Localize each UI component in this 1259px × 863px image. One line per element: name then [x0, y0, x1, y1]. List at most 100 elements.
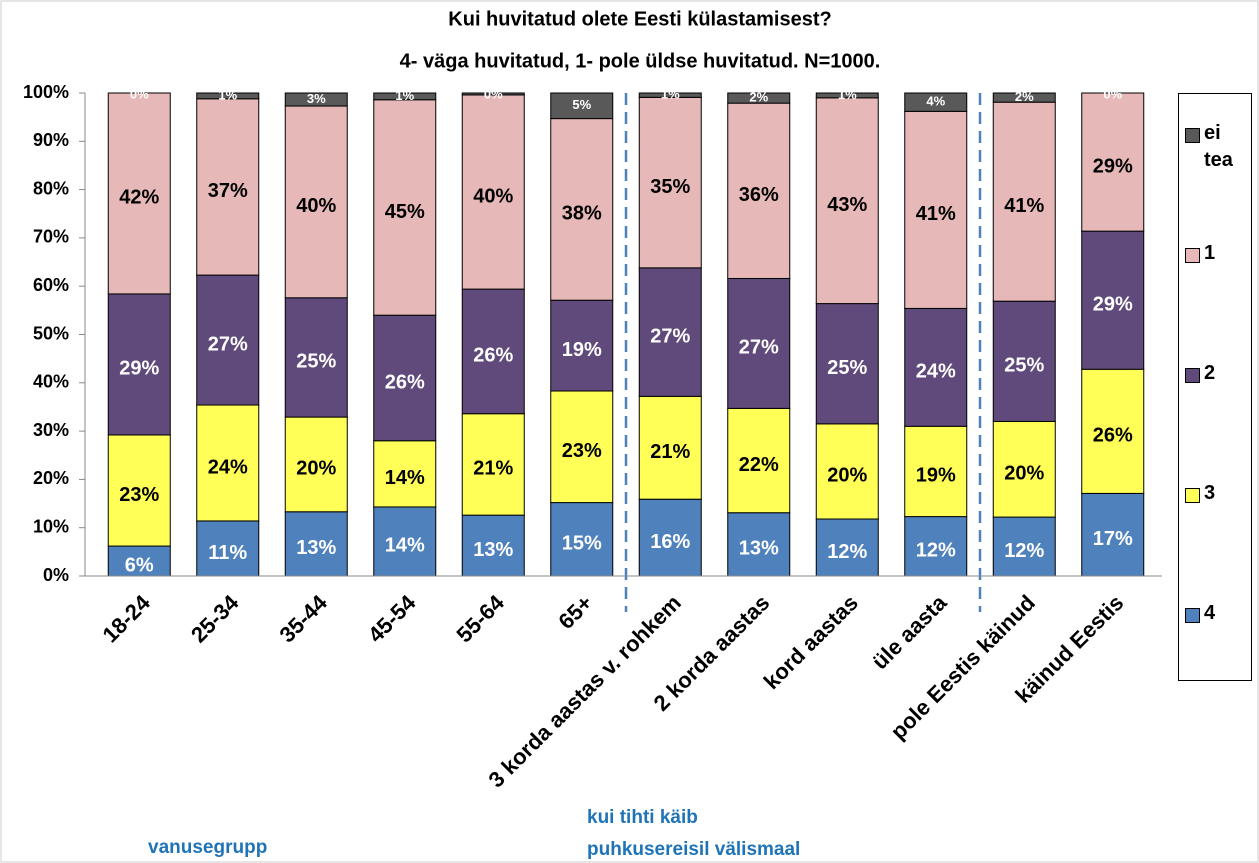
data-label: 20% [1004, 463, 1044, 485]
data-label: 29% [119, 358, 159, 380]
data-label: 1% [838, 87, 857, 102]
bar-segment [550, 92, 614, 120]
data-label: 27% [208, 333, 248, 355]
bar-segment [727, 407, 791, 514]
y-tick-label: 30% [33, 420, 69, 440]
legend-swatch [1185, 368, 1200, 383]
data-label: 2% [1015, 89, 1034, 104]
data-label: 15% [562, 533, 602, 555]
bar-segment [284, 105, 348, 299]
data-label: 25% [296, 351, 336, 373]
data-label: 40% [296, 195, 336, 217]
legend-label: ei tea [1204, 122, 1233, 171]
bar-segment [550, 502, 614, 577]
data-label: 27% [739, 337, 779, 359]
bar-segment [284, 92, 348, 107]
data-label: 43% [827, 194, 867, 216]
bar-segment [638, 92, 702, 98]
bar-segment [815, 303, 879, 425]
y-tick-label: 60% [33, 275, 69, 295]
data-label: 41% [916, 203, 956, 225]
data-label: 20% [296, 458, 336, 480]
data-label: 13% [296, 537, 336, 559]
data-label: 35% [650, 176, 690, 198]
bar-segment [992, 300, 1056, 422]
data-label: 21% [473, 458, 513, 480]
x-tick-label: 55-64 [451, 589, 509, 647]
data-label: 4% [926, 94, 945, 109]
legend-label: 2 [1204, 362, 1216, 384]
x-tick-label: üle aasta [867, 589, 952, 674]
bar-segment [461, 413, 525, 516]
bar-segment [638, 267, 702, 397]
y-tick-label: 50% [33, 323, 69, 343]
legend: ei tea 1 2 3 4 [1178, 93, 1252, 681]
x-tick-label: 65+ [553, 590, 597, 634]
data-label: 26% [473, 345, 513, 367]
x-tick-label: pole Eestis käinud [886, 590, 1040, 744]
data-label: 2% [749, 90, 768, 105]
legend-item: 1 [1185, 242, 1251, 267]
bar-segment [1081, 492, 1145, 577]
data-label: 11% [208, 542, 247, 564]
data-label: 12% [916, 540, 956, 562]
bar-segment [727, 102, 791, 279]
data-label: 17% [1093, 528, 1133, 550]
bar-segment [196, 92, 260, 100]
data-label: 25% [1004, 355, 1044, 377]
legend-item: 4 [1185, 602, 1251, 627]
data-label: 0% [484, 86, 503, 101]
data-label: 13% [739, 538, 779, 560]
bar-segment [373, 92, 437, 101]
data-label: 19% [916, 465, 956, 487]
chart-title: Kui huvitatud olete Eesti külastamisest? [448, 8, 831, 30]
bar-segment [1081, 368, 1145, 494]
x-tick-label: 18-24 [97, 589, 155, 647]
annotation: kui tihti käib [587, 807, 698, 828]
legend-swatch [1185, 608, 1200, 623]
bar-segment [992, 420, 1056, 518]
data-label: 1% [218, 87, 237, 102]
data-label: 23% [562, 440, 602, 462]
data-label: 1% [661, 87, 680, 102]
data-label: 40% [473, 185, 513, 207]
legend-swatch [1185, 128, 1200, 143]
bar-segment [638, 498, 702, 577]
y-tick-label: 10% [33, 516, 69, 536]
data-label: 26% [385, 371, 425, 393]
data-label: 25% [827, 357, 867, 379]
data-label: 23% [119, 484, 159, 506]
bar-segment [992, 92, 1056, 103]
data-label: 36% [739, 184, 779, 206]
data-label: 42% [119, 187, 159, 209]
data-label: 37% [208, 180, 248, 202]
bar-segment [373, 99, 437, 316]
x-tick-label: 25-34 [186, 589, 244, 647]
y-tick-label: 90% [33, 130, 69, 150]
data-label: 14% [385, 467, 425, 489]
data-label: 6% [125, 554, 154, 576]
bar-segment [550, 299, 614, 392]
y-tick-label: 100% [23, 82, 69, 102]
data-label: 12% [1004, 540, 1044, 562]
bar-segment [373, 440, 437, 508]
data-label: 45% [385, 201, 425, 223]
data-label: 19% [562, 339, 602, 361]
x-tick-label: kord aastas [759, 590, 863, 694]
data-label: 26% [1093, 425, 1133, 447]
legend-swatch [1185, 488, 1200, 503]
bar-segment [815, 97, 879, 305]
data-label: 0% [130, 86, 149, 101]
bar-segment [461, 92, 525, 96]
bar-segment [284, 416, 348, 513]
bar-segment [373, 314, 437, 442]
bar-segment [815, 92, 879, 99]
bar-segment [373, 506, 437, 577]
bar-segment [196, 98, 260, 276]
data-label: 22% [739, 454, 779, 476]
bar-segment [107, 293, 171, 436]
legend-item: 2 [1185, 362, 1251, 387]
